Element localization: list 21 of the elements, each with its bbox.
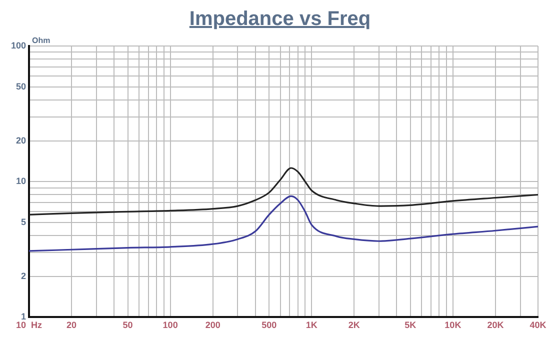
x-tick-label: 2K	[348, 320, 360, 330]
x-tick-label: 50	[122, 320, 133, 330]
y-tick-label: 50	[16, 81, 26, 92]
x-tick-label: 500	[262, 320, 277, 330]
x-tick-label: 200	[205, 320, 220, 330]
y-axis-title: Ohm	[32, 36, 50, 46]
x-tick-label: 10 Hz	[16, 320, 43, 330]
y-tick-label: 1	[21, 312, 26, 322]
y-tick-label: 20	[16, 135, 26, 146]
chart-title: Impedance vs Freq	[188, 8, 372, 32]
y-tick-label: 10	[16, 176, 26, 186]
y-tick-label: 2	[21, 270, 26, 281]
y-tick-label: 5	[21, 216, 26, 227]
x-tick-label: 1K	[306, 320, 318, 330]
x-tick-label: 20	[66, 320, 77, 330]
x-tick-label: 10K	[444, 320, 462, 330]
x-tick-label: 40K	[530, 320, 547, 330]
x-tick-label: 20K	[487, 320, 504, 330]
x-tick-label: 5K	[404, 320, 417, 330]
y-tick-label: 100	[10, 40, 26, 50]
x-tick-label: 100	[162, 320, 178, 330]
